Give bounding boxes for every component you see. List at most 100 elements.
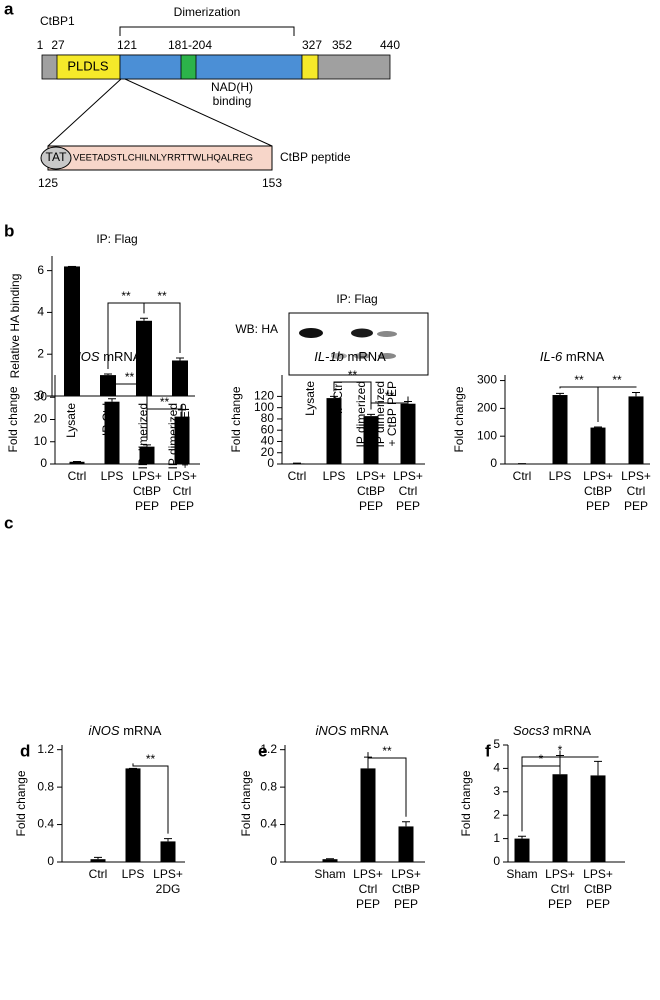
y-tick-label: 20 (261, 445, 275, 459)
significance-bracket (521, 756, 599, 832)
significance-label: ** (121, 289, 131, 303)
title-gene: Socs3 (513, 723, 550, 738)
x-tick-label: PEP (356, 897, 380, 911)
title-gene: IL-6 (540, 349, 563, 364)
blot-band (354, 353, 370, 359)
y-tick-label: 120 (254, 389, 274, 403)
error-bar (330, 395, 338, 399)
chart-title: iNOS mRNA (69, 349, 142, 364)
error-bar (94, 856, 102, 860)
x-tick-label: Ctrl (68, 469, 87, 483)
x-tick-label: Ctrl (359, 882, 378, 896)
y-tick-label: 1.2 (37, 742, 54, 756)
x-tick-label: LPS+ (393, 469, 423, 483)
error-bar (402, 821, 410, 827)
blot-band (377, 331, 397, 337)
y-axis-label: Fold change (239, 770, 253, 836)
y-tick-label: 200 (477, 401, 497, 415)
y-axis-label: Fold change (6, 386, 20, 452)
bar (552, 774, 568, 862)
y-tick-label: 1 (493, 831, 500, 845)
y-tick-label: 10 (34, 434, 48, 448)
significance-label: ** (574, 373, 584, 387)
significance-label: ** (160, 395, 170, 409)
error-bar (176, 357, 184, 361)
x-tick-label: PEP (394, 897, 418, 911)
title-gene: iNOS (69, 349, 100, 364)
y-tick-label: 0.8 (37, 779, 54, 793)
y-tick-label: 0 (490, 456, 497, 470)
significance-label: ** (385, 389, 395, 403)
chart-title: iNOS mRNA (89, 723, 162, 738)
x-tick-label: 2DG (156, 882, 181, 896)
y-tick-label: 0 (493, 854, 500, 868)
domain-label: binding (213, 94, 252, 108)
tag-shape (40, 146, 72, 170)
blot-label: WB: HA (235, 322, 278, 336)
error-bar (518, 835, 526, 839)
title-suffix: mRNA (566, 349, 605, 364)
y-tick-label: 0 (47, 854, 54, 868)
x-tick-label: PEP (396, 499, 420, 513)
bar (590, 427, 606, 464)
bar (363, 416, 379, 464)
y-tick-label: 40 (261, 434, 275, 448)
bar (125, 768, 141, 862)
x-tick-label: PEP (586, 897, 610, 911)
region-label: Dimerization (174, 5, 241, 19)
y-axis-label: Relative HA binding (8, 274, 22, 379)
significance-bracket (597, 386, 637, 423)
position: 125 (38, 176, 58, 190)
x-tick-label: LPS+ (353, 867, 383, 881)
position: 153 (262, 176, 282, 190)
chart-title: IL-1b mRNA (314, 349, 386, 364)
position: 121 (117, 38, 137, 52)
significance-label: ** (146, 752, 156, 766)
bar (360, 768, 376, 862)
significance-label: ** (125, 370, 135, 384)
protein-bar (41, 54, 391, 80)
bar (398, 826, 414, 862)
x-tick-label: Ctrl (513, 469, 532, 483)
title-suffix: mRNA (103, 349, 142, 364)
x-tick-label: CtBP (357, 484, 385, 498)
bar (289, 463, 305, 464)
position: 352 (332, 38, 352, 52)
bar (172, 360, 188, 396)
title-gene: iNOS (89, 723, 120, 738)
y-tick-label: 4 (37, 305, 44, 319)
x-tick-label: LPS (549, 469, 572, 483)
x-tick-label: PEP (135, 499, 159, 513)
x-tick-label: LPS+ (583, 867, 613, 881)
zoom-line (124, 78, 273, 147)
x-tick-label: Ctrl (89, 867, 108, 881)
y-tick-label: 60 (261, 422, 275, 436)
blot-frame (288, 312, 429, 376)
domain-label: NAD(H) (211, 80, 253, 94)
error-bar (140, 317, 148, 321)
x-tick-label: LPS+ (583, 469, 613, 483)
bar (400, 403, 416, 464)
x-tick-label: PEP (586, 499, 610, 513)
position: 181-204 (168, 38, 212, 52)
bar (100, 375, 116, 396)
motif-label: PLDLS (67, 58, 109, 73)
error-bar (108, 398, 116, 402)
segment (119, 54, 303, 80)
significance-bracket (370, 396, 409, 410)
significance-bracket (143, 302, 181, 353)
panel-label: a (4, 0, 14, 18)
significance-label: * (558, 743, 563, 757)
title-suffix: mRNA (350, 723, 389, 738)
y-tick-label: 80 (261, 411, 275, 425)
panel-label: d (20, 741, 30, 760)
x-tick-label: Ctrl (173, 484, 192, 498)
x-tick-label: Sham (314, 867, 345, 881)
y-tick-label: 0.4 (260, 817, 277, 831)
significance-bracket (333, 381, 372, 410)
significance-label: ** (157, 289, 167, 303)
bar (136, 320, 152, 396)
y-tick-label: 0 (37, 388, 44, 402)
